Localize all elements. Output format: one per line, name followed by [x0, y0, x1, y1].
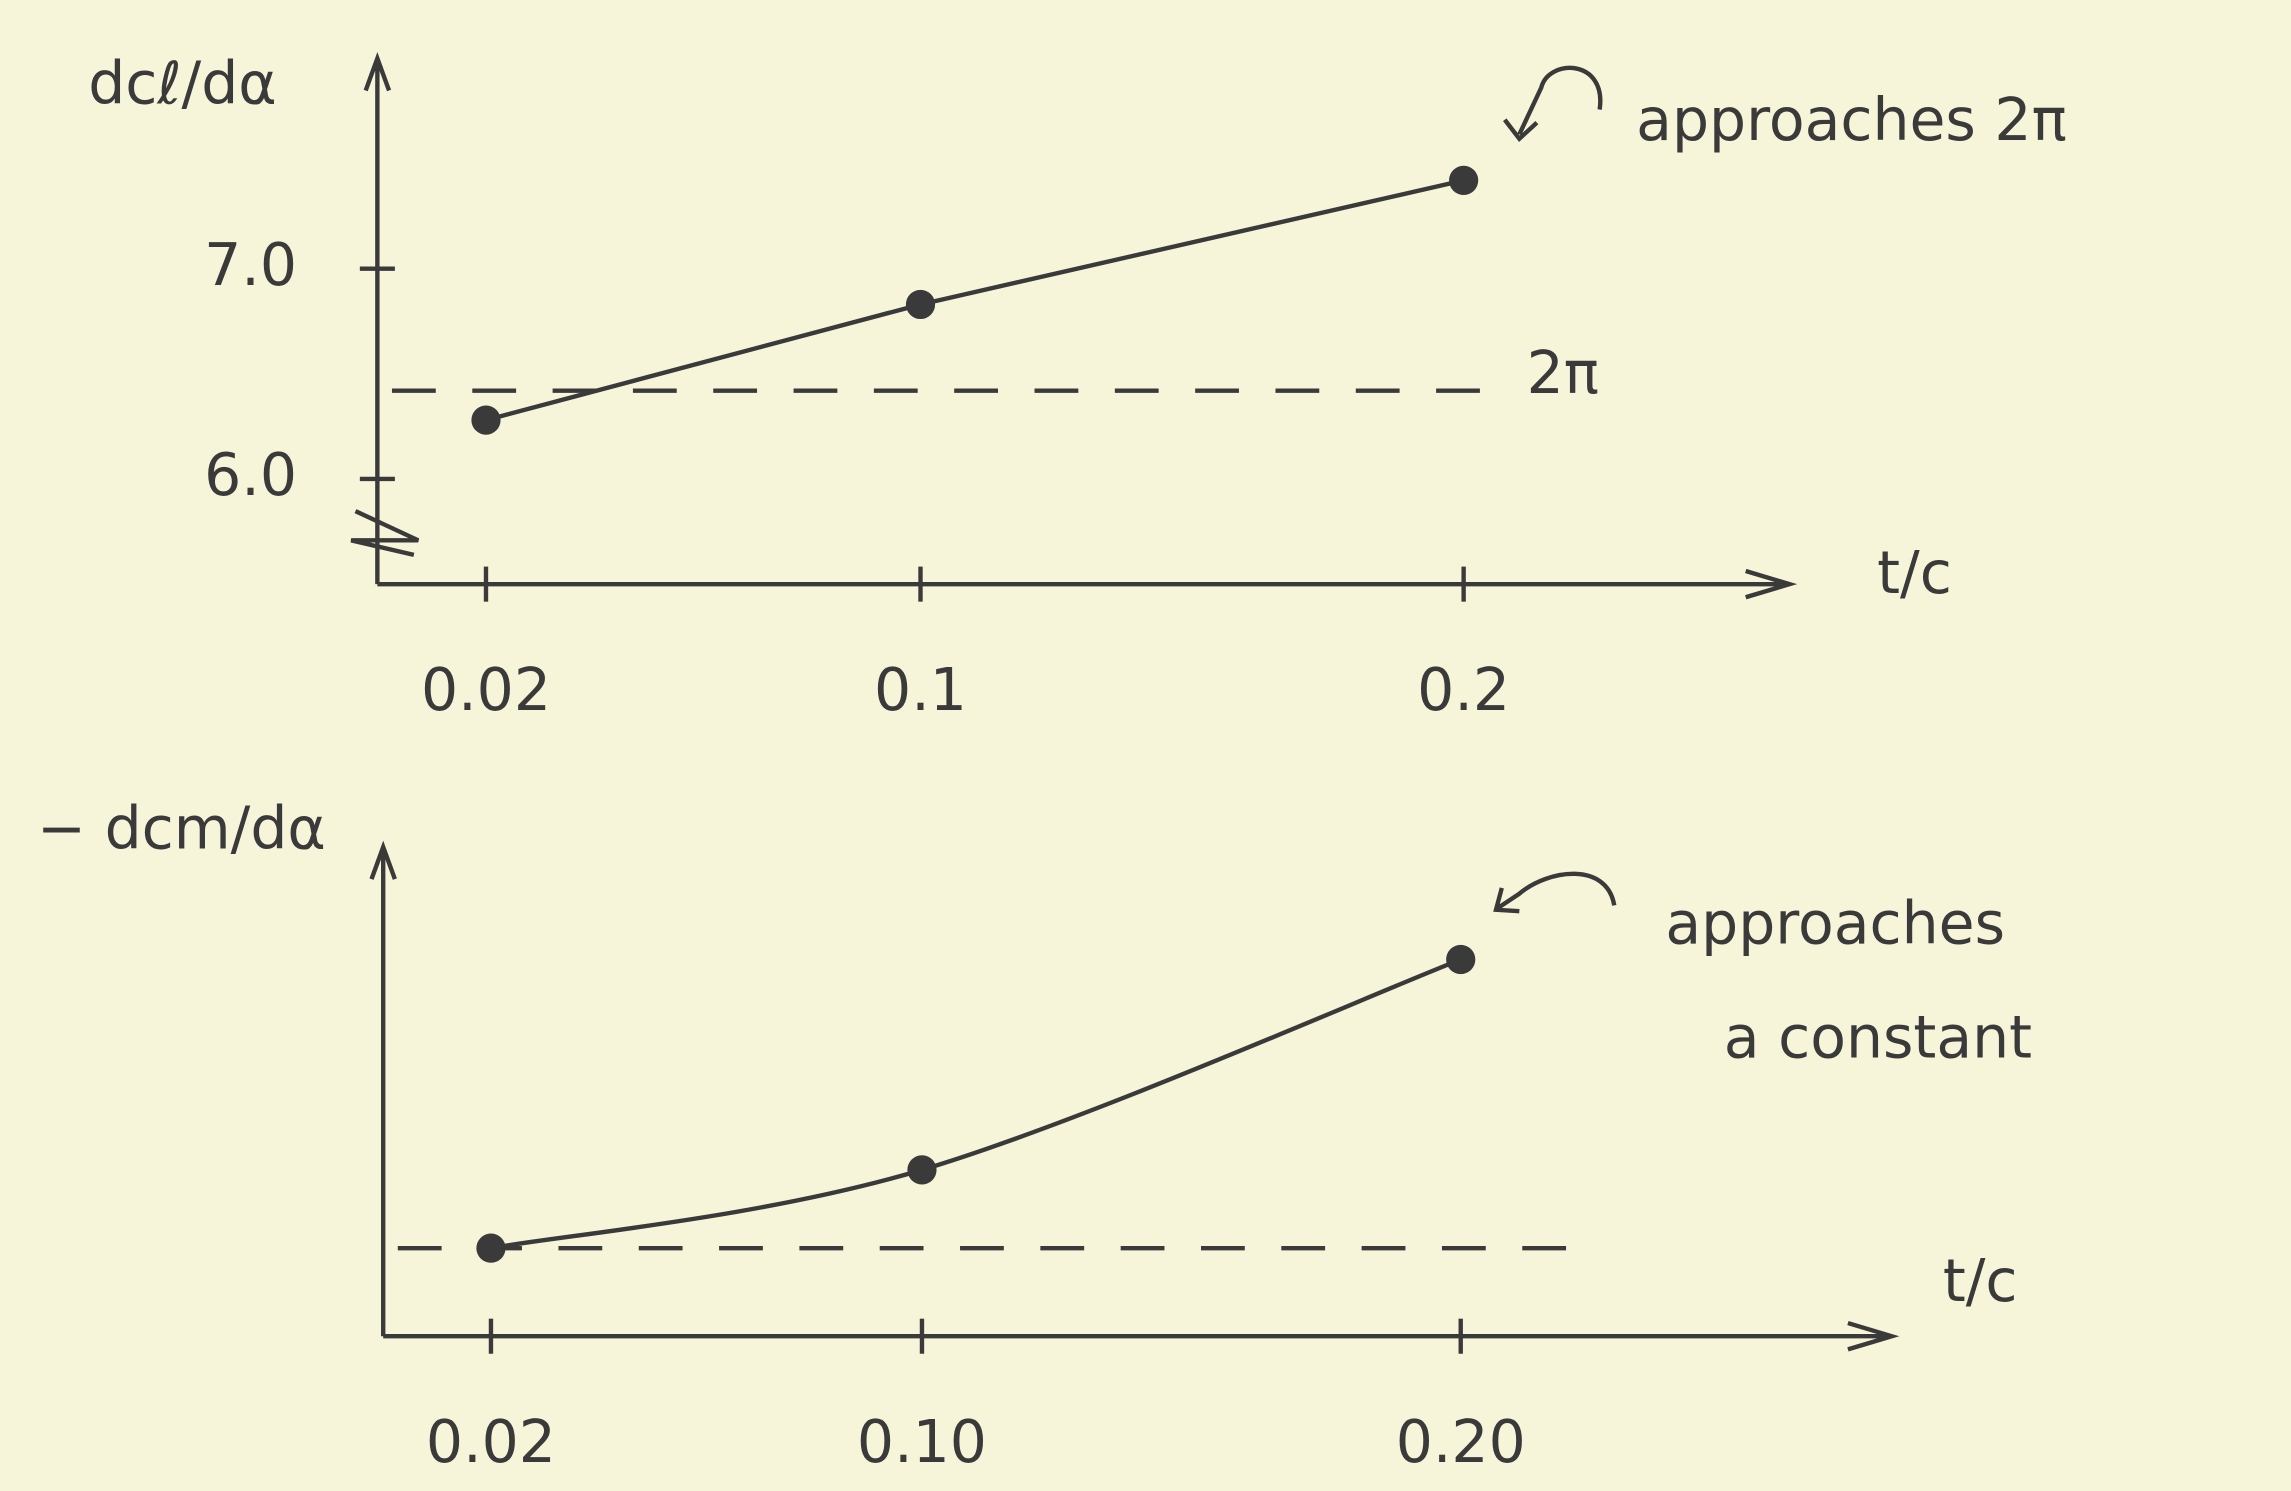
annotation: approaches 2π: [1636, 86, 2067, 154]
y-tick-label: 7.0: [204, 231, 297, 299]
page: dcℓ/dα t/c 0.02 0.1 0.2 6.0 7.0 2π approaches 2π…: [0, 0, 2291, 1491]
x-tick-label: 0.10: [857, 1408, 987, 1476]
x-tick-label: 0.1: [874, 656, 967, 724]
reference-label: 2π: [1527, 339, 1599, 407]
data-point: [906, 290, 935, 319]
x-tick-label: 0.2: [1417, 656, 1510, 724]
y-axis-label: dcℓ/dα: [88, 50, 277, 118]
x-tick-label: 0.02: [421, 656, 551, 724]
x-axis-label: t/c: [1877, 539, 1952, 607]
annotation: approaches: [1665, 889, 2005, 957]
y-tick-label: 6.0: [204, 441, 297, 509]
data-point: [907, 1155, 936, 1184]
chart: dcℓ/dα t/c 0.02 0.1 0.2 6.0 7.0 2π approaches 2π…: [0, 0, 2291, 1491]
y-axis-label: − dcm/dα: [37, 794, 326, 862]
data-point: [1446, 945, 1475, 974]
data-point: [471, 406, 500, 435]
x-tick-label: 0.20: [1396, 1408, 1526, 1476]
data-point: [1449, 166, 1478, 195]
annotation: a constant: [1724, 1003, 2032, 1071]
x-axis-label: t/c: [1943, 1247, 2018, 1315]
data-point: [476, 1234, 505, 1263]
x-tick-label: 0.02: [426, 1408, 556, 1476]
